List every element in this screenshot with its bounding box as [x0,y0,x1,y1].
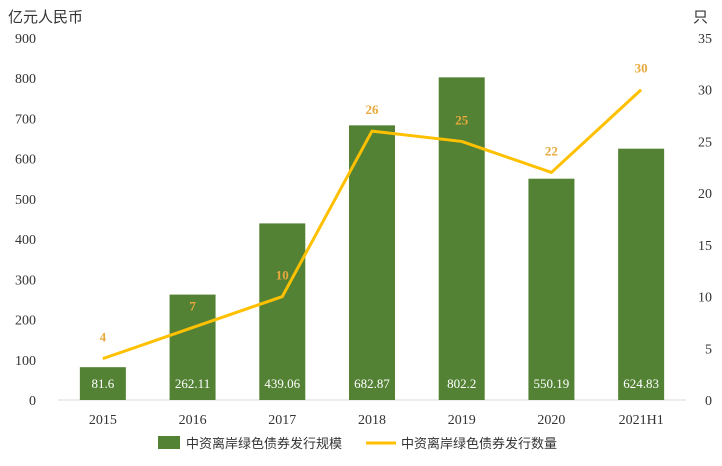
right-tick-label: 5 [705,342,712,357]
left-tick-label: 200 [15,314,36,329]
line-data-labels: 4 7 10 26 25 22 30 [100,61,648,345]
bar [528,178,575,400]
legend-bar-label: 中资离岸绿色债券发行规模 [186,436,342,452]
line-path [102,88,643,361]
left-axis-ticks: 0 100 200 300 400 500 600 700 800 900 [15,32,36,409]
right-axis-ticks: 0 5 10 15 20 25 30 35 [698,32,712,409]
bar-value-label: 802.2 [447,376,476,391]
bar [259,223,306,400]
bar-data-labels: 81.6 262.11 439.06 682.87 802.2 550.19 624.83 [91,376,659,391]
bar-value-label: 81.6 [91,376,114,391]
x-tick-label: 2019 [448,413,476,428]
x-tick-label: 2018 [358,413,386,428]
bar-value-label: 624.83 [623,376,659,391]
left-tick-label: 900 [15,32,36,47]
x-tick-label: 2020 [537,413,565,428]
bar-series [79,77,665,401]
x-tick-label: 2017 [268,413,296,428]
left-tick-label: 400 [15,233,36,248]
x-axis-tick-labels: 2015 2016 2017 2018 2019 2020 2021H1 [89,413,664,428]
bar-value-label: 262.11 [175,376,210,391]
right-tick-label: 10 [698,291,712,306]
right-tick-label: 15 [698,239,712,254]
line-value-label: 4 [100,330,107,345]
line-value-label: 10 [276,268,289,283]
bar [438,77,485,400]
line-value-label: 7 [189,299,196,314]
left-tick-label: 0 [29,394,36,409]
line-value-label: 30 [635,61,648,76]
right-tick-label: 30 [698,84,712,99]
left-tick-label: 800 [15,72,36,87]
left-tick-label: 100 [15,354,36,369]
right-tick-label: 25 [698,135,712,150]
line-value-label: 22 [545,143,558,158]
left-axis-unit: 亿元人民币 [8,8,83,26]
bar [169,294,216,400]
bar [618,148,665,400]
x-tick-label: 2016 [179,413,207,428]
x-tick-label: 2015 [89,413,117,428]
right-axis-unit: 只 [693,8,708,26]
right-tick-label: 35 [698,32,712,47]
legend-bar-swatch [158,436,180,449]
left-tick-label: 300 [15,273,36,288]
bar-value-label: 439.06 [264,376,300,391]
line-series [102,88,643,361]
bar-value-label: 550.19 [534,376,570,391]
line-value-label: 26 [366,102,380,117]
bar [349,125,395,401]
right-tick-label: 20 [698,187,712,202]
bar [79,367,126,400]
left-tick-label: 600 [15,153,36,168]
line-value-label: 25 [455,112,469,127]
left-tick-label: 700 [15,112,36,127]
x-tick-label: 2021H1 [619,413,664,428]
bar-value-label: 682.87 [354,376,390,391]
legend-line-label: 中资离岸绿色债券发行数量 [401,436,557,452]
legend: 中资离岸绿色债券发行规模 中资离岸绿色债券发行数量 [158,436,557,452]
left-tick-label: 500 [15,193,36,208]
right-tick-label: 0 [705,394,712,409]
